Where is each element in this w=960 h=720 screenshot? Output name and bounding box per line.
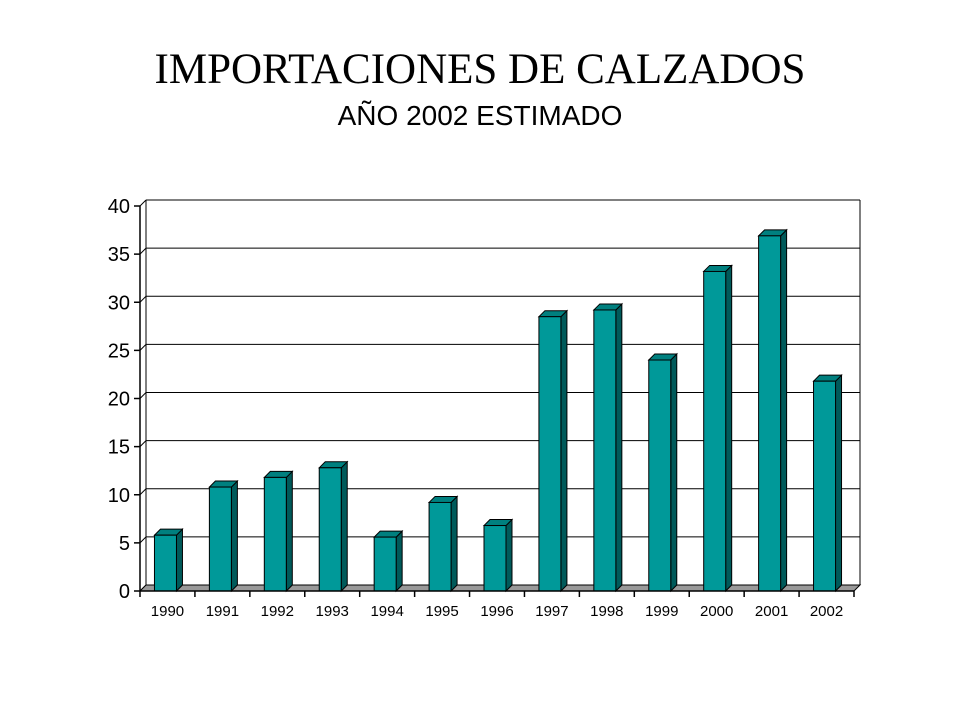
x-tick-label-2002: 2002 — [810, 603, 843, 620]
bar-front-1993 — [318, 467, 342, 592]
gridline-depth-40 — [139, 199, 147, 207]
x-tick-label-1991: 1991 — [206, 603, 239, 620]
bar-side-1992 — [285, 470, 293, 593]
bar-front-2002 — [813, 380, 837, 592]
bar-side-1998 — [615, 302, 623, 593]
bar-front-1995 — [428, 501, 452, 592]
bar-side-2002 — [835, 373, 843, 593]
y-tick-label-35: 35 — [108, 244, 130, 266]
gridline-depth-35 — [139, 247, 147, 255]
gridline-depth-5 — [139, 536, 147, 544]
bar-1991 — [208, 479, 239, 593]
y-tick-label-5: 5 — [119, 533, 130, 555]
gridline-depth-20 — [139, 392, 147, 399]
x-tick-label-2000: 2000 — [700, 603, 733, 620]
bar-1999 — [647, 352, 678, 593]
gridline-depth-15 — [139, 440, 147, 447]
x-tick-label-1994: 1994 — [370, 603, 403, 620]
bar-1995 — [427, 495, 459, 593]
bar-front-1990 — [153, 534, 177, 592]
bar-side-1993 — [340, 460, 348, 593]
y-tick-label-10: 10 — [108, 485, 130, 507]
x-tick-label-1993: 1993 — [316, 603, 349, 620]
bar-front-1999 — [648, 359, 672, 592]
bar-side-2000 — [725, 264, 733, 593]
bar-2001 — [757, 228, 788, 593]
bar-front-1997 — [538, 316, 562, 592]
bar-front-1996 — [483, 525, 507, 592]
y-tick-label-20: 20 — [108, 389, 130, 411]
bar-side-1990 — [175, 527, 183, 593]
bar-front-2001 — [758, 235, 782, 592]
x-tick-label-2001: 2001 — [755, 603, 788, 620]
bar-1996 — [482, 518, 514, 593]
y-tick-label-40: 40 — [108, 196, 130, 218]
x-tick-label-1990: 1990 — [151, 603, 184, 620]
x-tick-label-1998: 1998 — [590, 603, 623, 620]
bar-front-1998 — [593, 309, 617, 592]
bar-side-1997 — [560, 309, 568, 593]
bar-front-1991 — [208, 486, 232, 592]
bar-side-2001 — [780, 228, 788, 593]
bar-front-2000 — [703, 270, 727, 592]
chart-title: IMPORTACIONES DE CALZADOS — [154, 46, 806, 93]
bar-front-1994 — [373, 536, 397, 592]
y-tick-label-30: 30 — [108, 292, 130, 314]
bar-1994 — [372, 529, 404, 593]
x-tick-label-1995: 1995 — [425, 603, 458, 620]
x-tick-label-1999: 1999 — [645, 603, 678, 620]
bar-1998 — [592, 302, 624, 593]
bar-2002 — [812, 373, 843, 593]
tick-labels: 0 5 10 15 20 25 30 35 40 1990 1991 1992 1993 1994 1995… — [108, 196, 843, 620]
y-tick-label-25: 25 — [108, 340, 130, 362]
bar-side-1995 — [450, 495, 458, 593]
bar-1990 — [153, 527, 184, 593]
y-tick-label-15: 15 — [108, 437, 130, 459]
gridline-depth-10 — [139, 488, 147, 496]
bar-2000 — [702, 264, 733, 593]
x-tick-label-1997: 1997 — [535, 603, 568, 620]
bar-front-1992 — [263, 476, 287, 592]
gridline-depth-25 — [139, 344, 147, 351]
bar-side-1996 — [505, 518, 513, 593]
chart-subtitle: AÑO 2002 ESTIMADO — [337, 100, 623, 131]
gridline-depth-30 — [139, 295, 147, 303]
x-tick-label-1992: 1992 — [261, 603, 294, 620]
bar-1997 — [537, 309, 569, 593]
bar-side-1999 — [670, 352, 678, 593]
y-tick-label-0: 0 — [119, 581, 130, 603]
bars — [153, 228, 843, 593]
bar-1992 — [263, 470, 294, 593]
bar-side-1994 — [395, 529, 403, 593]
bar-side-1991 — [230, 479, 238, 593]
axes — [134, 205, 855, 597]
bar-1993 — [318, 460, 349, 593]
x-tick-label-1996: 1996 — [480, 603, 513, 620]
